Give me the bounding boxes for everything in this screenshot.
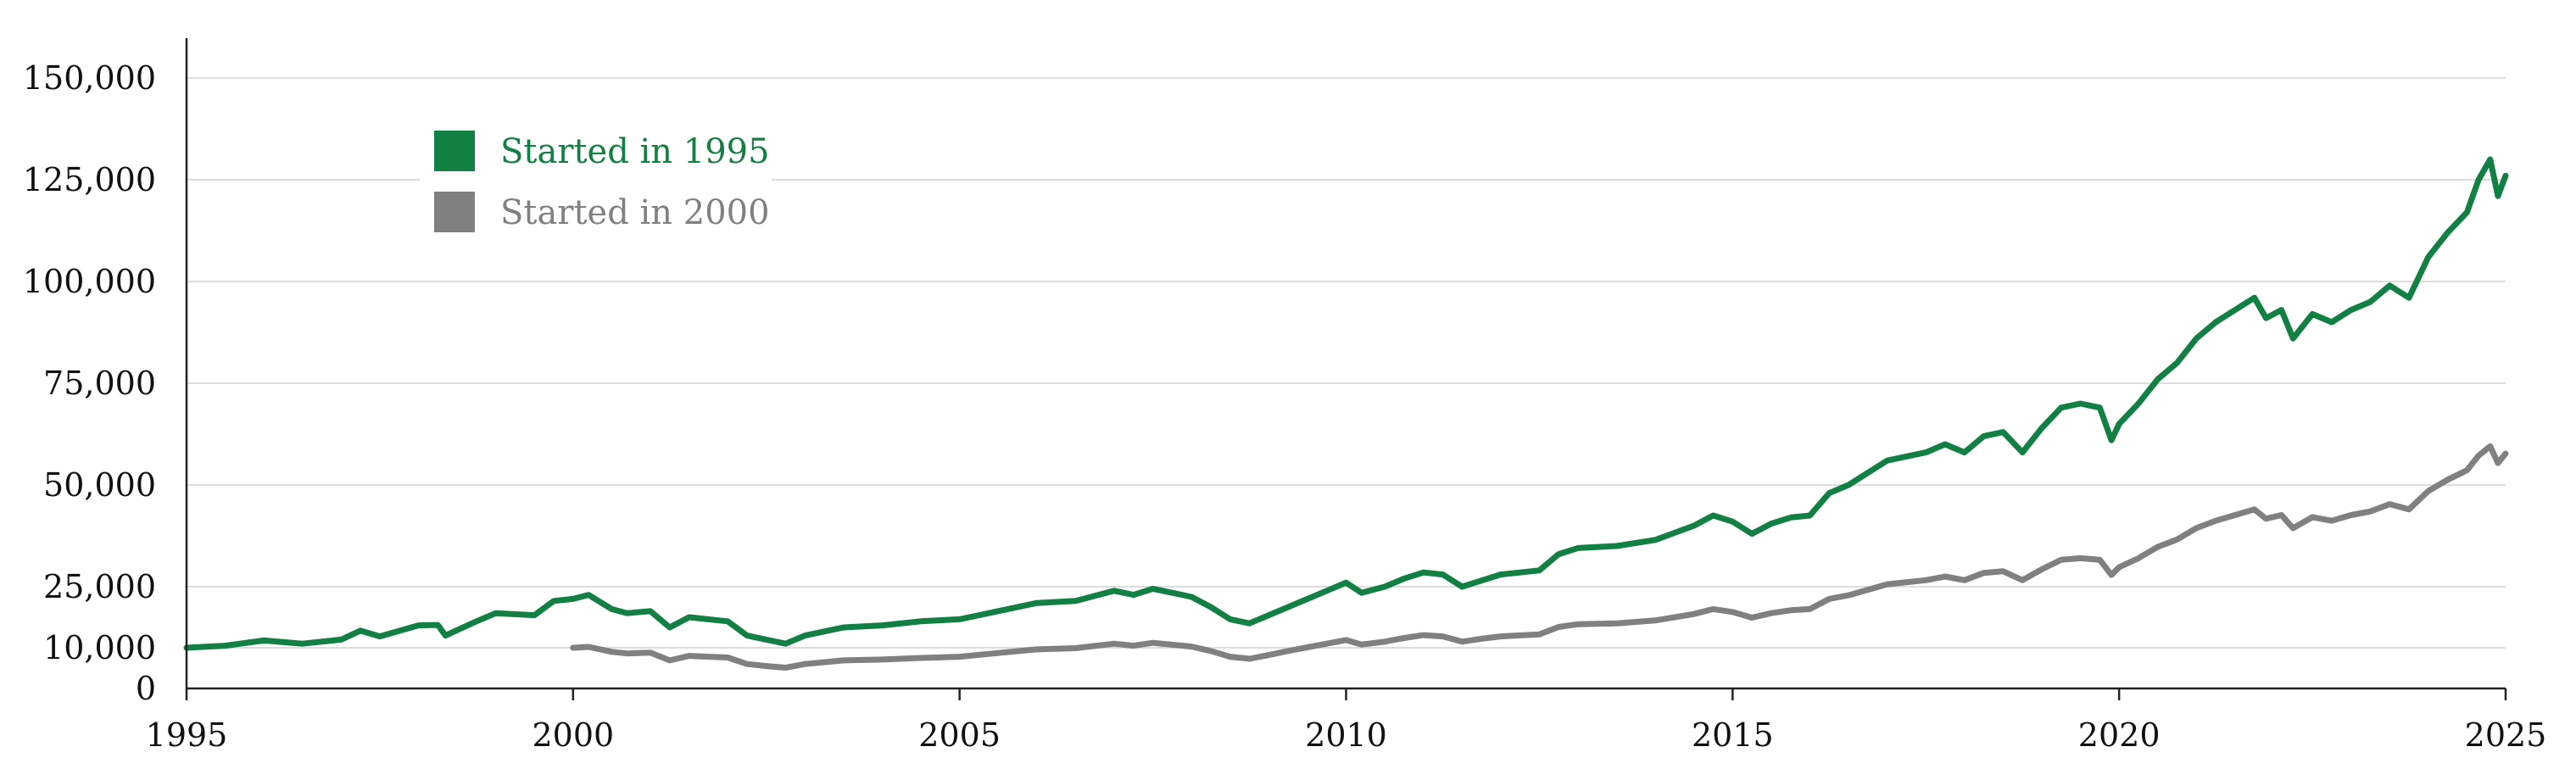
series-line-0 xyxy=(183,156,2509,651)
legend-background xyxy=(420,119,772,244)
legend-swatch-0 xyxy=(434,131,475,171)
y-tick-label: 75,000 xyxy=(43,365,156,402)
y-tick-label: 50,000 xyxy=(43,466,156,504)
x-tick-label: 2010 xyxy=(1305,716,1387,754)
y-tick-label: 10,000 xyxy=(43,629,156,666)
legend-swatch-1 xyxy=(434,192,475,232)
y-tick-label: 0 xyxy=(136,670,156,707)
y-tick-label: 125,000 xyxy=(23,161,156,198)
y-tick-label: 150,000 xyxy=(23,59,156,97)
y-tick-label: 100,000 xyxy=(23,263,156,300)
x-tick-label: 2015 xyxy=(1692,716,1774,754)
y-tick-label: 25,000 xyxy=(43,568,156,605)
x-tick-label: 2020 xyxy=(2078,716,2161,754)
x-tick-label: 2005 xyxy=(918,716,1001,754)
series-line-1 xyxy=(570,443,2509,671)
x-tick-label: 2000 xyxy=(532,716,614,754)
x-tick-label: 1995 xyxy=(146,716,228,754)
x-axis-tick-labels: 1995 2000 2005 2010 2015 2020 2025 xyxy=(146,716,2547,754)
legend-label-1: Started in 2000 xyxy=(500,193,770,232)
x-tick-label: 2025 xyxy=(2465,716,2547,754)
y-axis-tick-labels: 0 10,000 25,000 50,000 75,000 100,000 125,000 1… xyxy=(23,59,156,707)
axes xyxy=(185,38,2507,700)
legend: Started in 1995 Started in 2000 xyxy=(420,119,772,244)
legend-label-0: Started in 1995 xyxy=(500,132,770,171)
series-lines xyxy=(183,156,2509,671)
